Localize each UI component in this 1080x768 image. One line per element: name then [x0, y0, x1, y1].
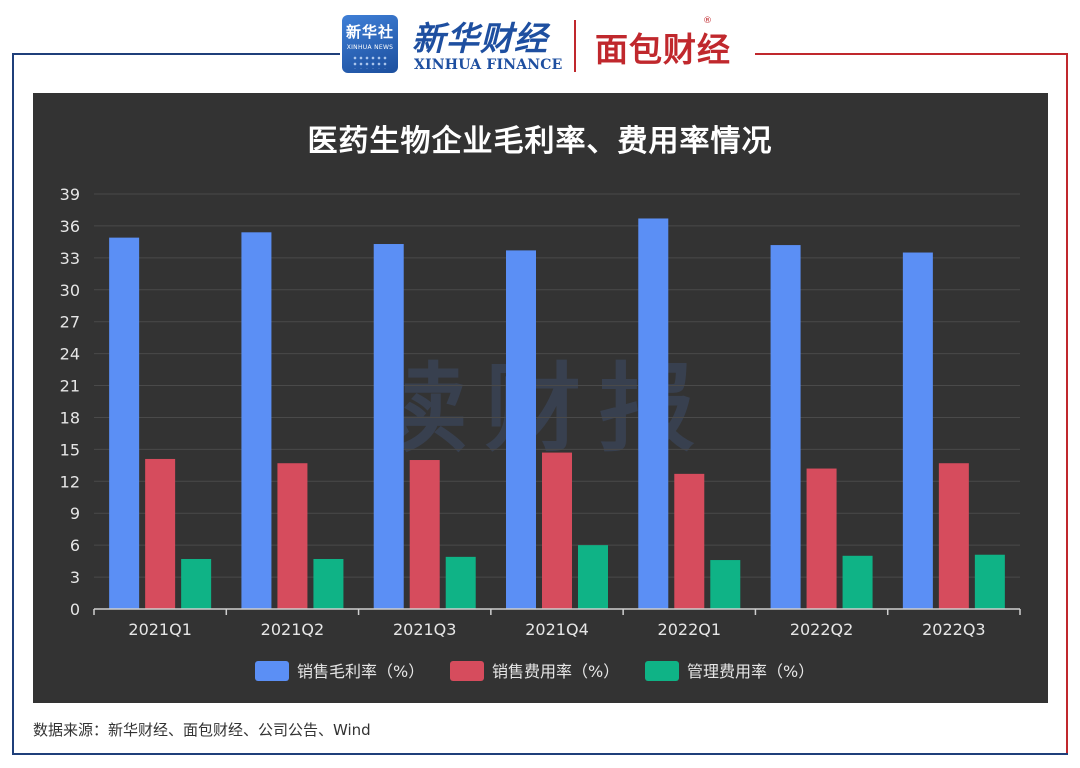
bar-3	[181, 558, 212, 609]
y-tick-label: 12	[60, 472, 80, 491]
bar-2	[938, 463, 969, 609]
frame-line-bottom	[12, 753, 1068, 755]
frame-line-right-top	[755, 53, 1068, 55]
y-tick-label: 30	[60, 281, 80, 300]
bar-3	[842, 555, 873, 609]
legend-label-1: 销售毛利率（%）	[297, 662, 424, 681]
bar-1	[373, 244, 404, 609]
x-tick-label: 2021Q3	[393, 620, 457, 639]
bar-3	[445, 556, 476, 609]
y-tick-label: 33	[60, 249, 80, 268]
logo-divider	[574, 20, 576, 72]
bar-2	[674, 473, 705, 609]
bar-3	[313, 558, 344, 609]
y-tick-label: 39	[60, 185, 80, 204]
xinhua-badge-name: 新华社	[345, 23, 394, 41]
y-tick-label: 6	[70, 536, 80, 555]
y-tick-label: 36	[60, 217, 80, 236]
bar-1	[770, 245, 801, 610]
x-tick-label: 2022Q2	[790, 620, 854, 639]
x-tick-label: 2022Q1	[658, 620, 722, 639]
y-tick-label: 24	[60, 345, 80, 364]
bar-3	[578, 545, 608, 609]
y-tick-label: 27	[60, 313, 80, 332]
legend-label-3: 管理费用率（%）	[687, 662, 814, 681]
source-note: 数据来源：新华财经、面包财经、公司公告、Wind	[33, 721, 371, 739]
mianbao-finance-logo: 面包财经	[595, 30, 731, 69]
y-tick-label: 3	[70, 568, 80, 587]
registered-mark: ®	[703, 16, 712, 26]
frame-line-left	[12, 53, 14, 753]
chart-title: 医药生物企业毛利率、费用率情况	[307, 124, 773, 159]
legend-swatch-3	[645, 661, 679, 681]
x-tick-label: 2021Q2	[261, 620, 325, 639]
bar-1	[109, 237, 140, 609]
bar-2	[277, 463, 308, 609]
xinhua-news-logo: 新华社 XINHUA NEWS	[342, 15, 398, 73]
bar-1	[241, 232, 272, 610]
frame-line-left-top	[12, 53, 340, 55]
globe-network-icon	[352, 55, 388, 69]
bar-1	[506, 250, 536, 609]
xinhua-finance-logo-en: XINHUA FINANCE	[414, 57, 563, 73]
legend-swatch-1	[255, 661, 289, 681]
legend-label-2: 销售费用率（%）	[492, 662, 619, 681]
x-tick-label: 2021Q4	[525, 620, 589, 639]
x-tick-label: 2021Q1	[128, 620, 192, 639]
bar-1	[902, 252, 933, 609]
x-tick-label: 2022Q3	[922, 620, 986, 639]
bar-2	[409, 460, 440, 609]
y-tick-label: 18	[60, 408, 80, 427]
y-tick-label: 15	[60, 440, 80, 459]
xinhua-finance-logo-cn: 新华财经	[412, 19, 548, 58]
bar-3	[974, 554, 1005, 609]
y-tick-label: 0	[70, 600, 80, 619]
bar-3	[710, 560, 741, 609]
legend-swatch-2	[450, 661, 484, 681]
y-tick-label: 9	[70, 504, 80, 523]
bar-1	[638, 218, 669, 609]
xinhua-badge-en: XINHUA NEWS	[346, 44, 394, 51]
frame-line-right	[1066, 53, 1068, 753]
y-tick-label: 21	[60, 377, 80, 396]
bar-2	[145, 458, 176, 609]
bar-2	[806, 468, 837, 609]
bar-2	[542, 452, 572, 609]
